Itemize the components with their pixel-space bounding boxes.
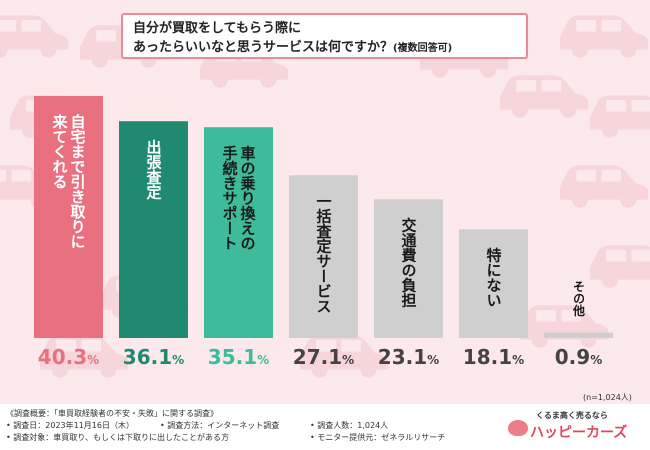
car-silhouette xyxy=(500,75,589,118)
title-line-2: あったらいいなと思うサービスは何ですか？ xyxy=(133,40,394,55)
car-silhouette xyxy=(40,335,129,378)
sample-size-note: (n=1,024人) xyxy=(583,393,632,402)
car-silhouette xyxy=(590,95,650,138)
pig-icon xyxy=(508,420,528,436)
value-label-2: 36.1% xyxy=(123,345,184,369)
logo-name: ハッピーカーズ xyxy=(530,425,628,441)
car-silhouette xyxy=(560,15,649,58)
footer-method: • 調査方法：インターネット調査 xyxy=(160,421,280,430)
footer-overview: 《調査概要：「車買取経験者の不安・失敗」に関する調査》 xyxy=(6,409,218,418)
category-label-2: 出張査定 xyxy=(145,138,163,200)
category-label-1: 来てくれる xyxy=(51,113,69,189)
bar-7 xyxy=(544,332,613,338)
category-label-6: 特にない xyxy=(485,247,503,308)
category-label-3: 手続きサポート xyxy=(221,144,239,250)
bar-3 xyxy=(204,127,273,339)
brand-logo: くるま高く売るなら ハッピーカーズ xyxy=(506,410,646,444)
car-silhouette xyxy=(300,335,389,378)
value-label-5: 23.1% xyxy=(378,345,439,369)
bar-5 xyxy=(374,199,443,338)
car-silhouette xyxy=(590,245,650,288)
footer-date: • 調査日：2023年11月16日（木） xyxy=(6,421,134,430)
category-label-3: 車の乗り換えの xyxy=(239,144,257,250)
bar-2 xyxy=(119,121,188,338)
title-note: (複数回答可) xyxy=(393,43,453,54)
category-label-1: 自宅まで引き取りに xyxy=(69,113,87,249)
category-label-4: 一括査定サービス xyxy=(315,193,333,313)
footer-count: • 調査人数：1,024人 xyxy=(310,421,389,430)
category-label-7: その他 xyxy=(572,280,586,317)
bar-1 xyxy=(34,96,103,338)
value-label-4: 27.1% xyxy=(293,345,354,369)
bar-4 xyxy=(289,175,358,338)
value-label-6: 18.1% xyxy=(463,345,524,369)
title-line-1: 自分が買取をしてもらう際に xyxy=(133,21,301,36)
value-label-3: 35.1% xyxy=(208,345,269,369)
footer-target: • 調査対象：車買取り、もしくは下取りに出したことがある方 xyxy=(6,433,229,442)
logo-tagline: くるま高く売るなら xyxy=(536,411,608,420)
car-silhouette xyxy=(560,165,649,208)
footer-provider: • モニター提供元：ゼネラルリサーチ xyxy=(310,433,446,442)
value-label-1: 40.3% xyxy=(38,345,99,369)
category-label-5: 交通費の負担 xyxy=(400,216,418,308)
bar-6 xyxy=(459,229,528,338)
value-label-7: 0.9% xyxy=(555,345,602,369)
car-silhouette xyxy=(0,15,69,58)
chart-title: 自分が買取をしてもらう際に あったらいいなと思うサービスは何ですか？(複数回答可… xyxy=(121,13,528,59)
survey-footer: 《調査概要：「車買取経験者の不安・失敗」に関する調査》 • 調査日：2023年1… xyxy=(0,404,650,450)
